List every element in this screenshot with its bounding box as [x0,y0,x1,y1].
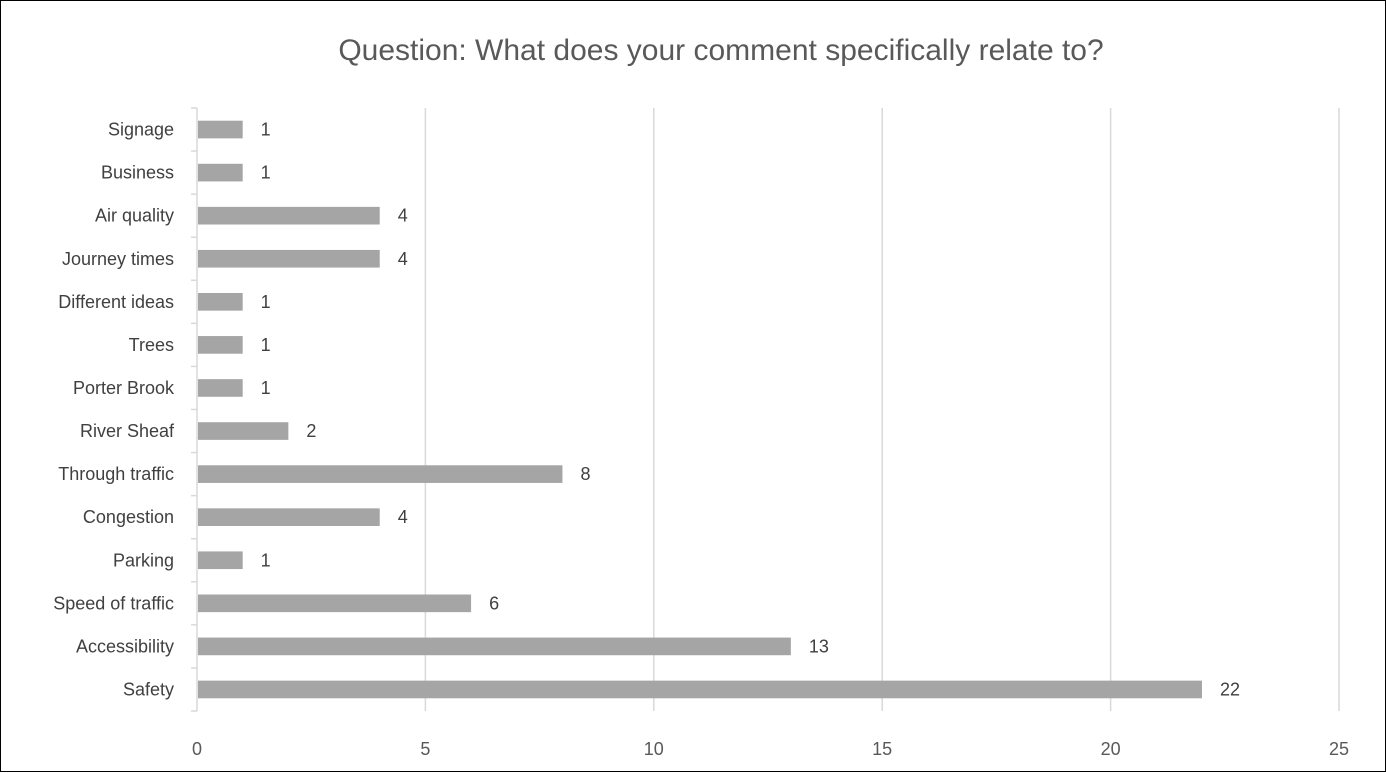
category-label: Parking [113,550,174,570]
bar [198,637,791,656]
category-label: Porter Brook [73,378,175,398]
bar [198,249,380,268]
category-label: Air quality [95,206,174,226]
data-label: 1 [261,335,271,355]
data-label: 4 [398,249,408,269]
data-label: 4 [398,206,408,226]
bar [198,508,380,527]
data-label: 13 [809,636,829,656]
category-label: Journey times [62,249,174,269]
category-label: Business [101,163,174,183]
category-label: Trees [129,335,174,355]
data-label: 1 [261,292,271,312]
data-label: 1 [261,550,271,570]
bars [198,120,1202,699]
bar [198,680,1202,699]
category-label: Signage [108,120,174,140]
gridlines [424,108,1340,711]
x-tick-label: 25 [1329,739,1349,759]
category-label: Different ideas [58,292,174,312]
x-tick-label: 10 [644,739,664,759]
category-label: River Sheaf [80,421,175,441]
x-tick-label: 0 [192,739,202,759]
bar [198,336,243,354]
data-label: 1 [261,163,271,183]
bar [198,292,243,311]
data-label: 1 [261,120,271,140]
bar [198,465,563,483]
data-label: 4 [398,507,408,527]
data-label: 1 [261,378,271,398]
category-label: Speed of traffic [53,593,174,613]
data-label: 8 [580,464,590,484]
bar [198,422,289,440]
bar [198,120,243,139]
chart-title: Question: What does your comment specifi… [338,34,1103,67]
category-label: Safety [123,679,174,699]
x-tick-label: 20 [1101,739,1121,759]
x-axis-ticks: 0 5 10 15 20 25 [192,739,1349,759]
bar [198,206,380,225]
data-label: 22 [1220,679,1240,699]
bar [198,594,472,613]
x-tick-label: 5 [420,739,430,759]
category-axis: Signage Business Air quality Journey times D… [53,107,198,712]
x-tick-label: 15 [872,739,892,759]
category-label: Through traffic [58,464,174,484]
category-label: Congestion [83,507,174,527]
bar [198,379,243,397]
category-label: Accessibility [76,636,174,656]
bar [198,551,243,570]
data-label: 6 [489,593,499,613]
data-label: 2 [306,421,316,441]
bar [198,163,243,182]
